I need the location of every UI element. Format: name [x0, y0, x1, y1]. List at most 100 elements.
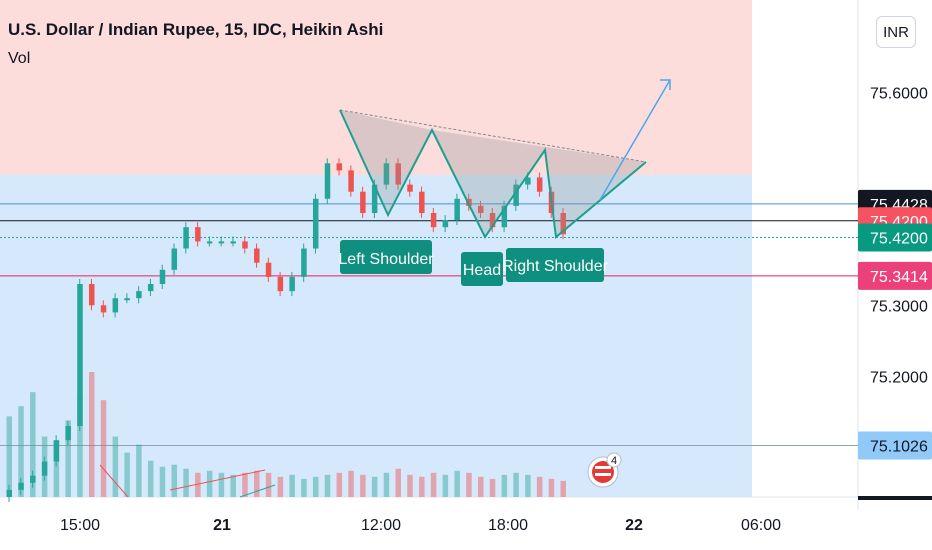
volume-bar [513, 472, 519, 497]
volume-bar [371, 476, 378, 497]
volume-bar [324, 474, 331, 497]
volume-bar [230, 474, 236, 497]
volume-bar [395, 468, 401, 497]
head-text: Head [463, 262, 501, 279]
candle-body [254, 248, 260, 263]
price-tag-4 [858, 431, 932, 460]
x-tick-label: 18:00 [488, 517, 528, 534]
projection-arrow-line [599, 79, 671, 201]
volume-bar [18, 406, 24, 497]
horizontal-lines [0, 203, 858, 446]
volume-legend[interactable]: Vol [8, 50, 31, 67]
volume-bar [489, 478, 496, 497]
y-tick-label: 75.2000 [870, 369, 928, 386]
candle-body [218, 241, 225, 244]
volume-bar [360, 474, 366, 497]
neckline-dotted [339, 109, 647, 163]
candle-body [265, 262, 272, 277]
candle-body [53, 440, 60, 462]
candle-body [230, 241, 236, 244]
news-flag-icon[interactable]: 4 [587, 452, 622, 488]
candle-body [124, 298, 130, 301]
volume-bar [242, 472, 248, 497]
trend-line-red-2 [99, 464, 129, 498]
right-shoulder-label: Right Shoulder [502, 248, 609, 282]
volume-bar [136, 444, 142, 497]
price-tag-3 [858, 261, 932, 290]
candle-body [419, 191, 425, 213]
candle-body [477, 205, 484, 213]
volume-bar [442, 474, 449, 497]
price-tag-2 [858, 223, 932, 252]
volume-bar [277, 476, 284, 497]
candle-body [41, 461, 48, 476]
volume-bar [383, 472, 390, 497]
head-shoulders-pattern [339, 109, 647, 239]
volume-bar [65, 420, 71, 497]
candle-body [112, 298, 119, 313]
candlesticks [6, 158, 566, 502]
price-tag-label: 75.3414 [870, 269, 928, 286]
candle-body [289, 276, 295, 292]
volume-bar [124, 452, 130, 497]
volume-bar [183, 468, 189, 497]
currency-button[interactable]: INR [876, 16, 916, 48]
candle-body [159, 269, 166, 284]
candle-body [242, 241, 248, 249]
volume-bar [407, 474, 413, 497]
symbol-title[interactable]: U.S. Dollar / Indian Rupee, 15, IDC, Hei… [8, 20, 384, 39]
y-tick-label: 75.6000 [870, 85, 928, 102]
trend-line-green [239, 484, 276, 498]
volume-bar [536, 476, 543, 497]
upper-zone [0, 0, 752, 175]
volume-bar [501, 474, 508, 497]
lower-zone [0, 175, 752, 497]
volume-bar [466, 472, 472, 497]
projection-arrow-head [660, 79, 671, 90]
candle-body [360, 191, 366, 213]
candle-body [454, 198, 460, 221]
pattern-shading [340, 110, 646, 237]
volume-bar [159, 466, 166, 497]
candle-body [442, 220, 449, 228]
left-shoulder-label: Left Shoulder [338, 240, 434, 274]
candle-body [147, 284, 154, 292]
volume-bar [336, 472, 343, 497]
notification-badge [606, 452, 622, 468]
volume-bar [112, 436, 119, 497]
volume-bar [525, 474, 531, 497]
candle-body [336, 163, 343, 171]
candle-body [183, 227, 189, 249]
volume-bar [548, 478, 555, 497]
price-tag-label: 75.1026 [870, 438, 928, 455]
volume-bar [560, 480, 566, 497]
candle-body [536, 177, 543, 192]
volume-bar [348, 470, 354, 497]
volume-bar [89, 372, 95, 497]
candle-body [560, 213, 566, 235]
x-tick-label: 06:00 [741, 517, 781, 534]
x-tick-label: 22 [625, 517, 643, 534]
volume-bar [77, 396, 83, 497]
candle-body [65, 426, 71, 441]
volume-bar [454, 470, 460, 497]
candle-body [430, 213, 437, 228]
candle-body [371, 184, 378, 213]
candle-body [206, 241, 213, 244]
head-label: Head [461, 252, 503, 286]
volume-bar [171, 464, 178, 497]
candle-body [383, 163, 390, 185]
volume-bar [147, 460, 154, 497]
volume-bar [206, 470, 213, 497]
volume-bar [265, 472, 272, 497]
right-shoulder-text: Right Shoulder [502, 258, 609, 275]
volume-bar [289, 474, 295, 497]
volume-bar [218, 472, 225, 497]
x-axis-ticks: 15:00 21 12:00 18:00 22 06:00 [60, 517, 781, 534]
candle-body [525, 177, 531, 185]
notification-count: 4 [611, 455, 617, 467]
candle-body [513, 184, 519, 206]
left-shoulder-text: Left Shoulder [338, 251, 434, 268]
